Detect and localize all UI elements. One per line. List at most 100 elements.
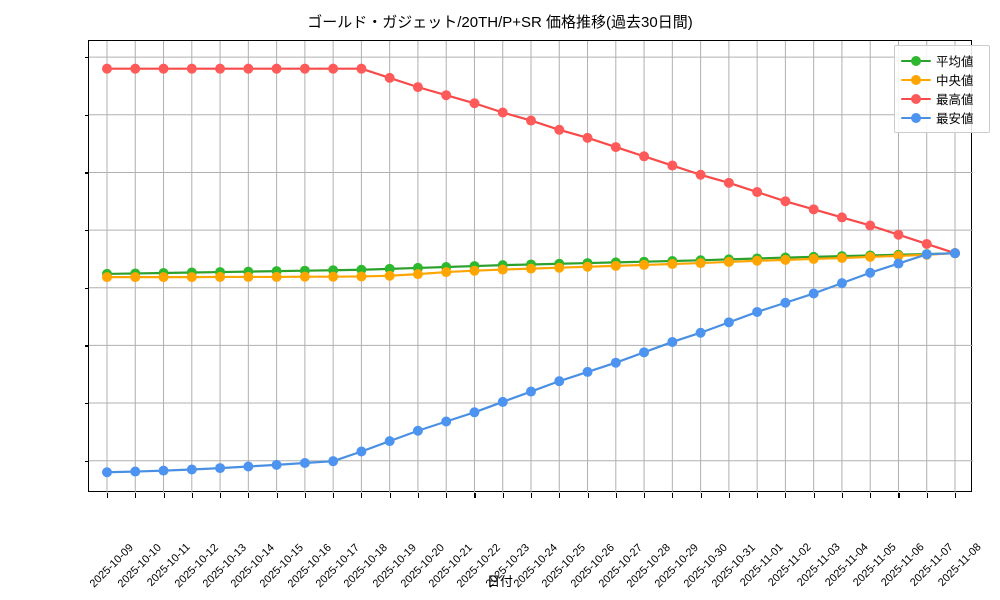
data-point-marker (667, 336, 678, 347)
x-axis-tick-mark (672, 493, 674, 498)
data-point-marker (102, 467, 112, 478)
data-point-marker (186, 272, 197, 283)
y-axis-label: 値 (円) (0, 176, 2, 296)
data-point-marker (610, 142, 621, 153)
data-point-marker (695, 258, 706, 269)
data-point-marker (271, 63, 282, 74)
y-axis-tick-mark (84, 230, 89, 232)
data-point-marker (554, 124, 565, 135)
x-axis-tick-mark (955, 493, 957, 498)
data-point-marker (328, 456, 339, 467)
y-axis-tick-mark (84, 287, 89, 289)
data-point-marker (836, 278, 847, 289)
data-point-marker (497, 396, 508, 407)
chart-legend: 平均値中央値最高値最安値 (894, 45, 990, 133)
data-point-marker (356, 271, 367, 282)
data-point-marker (243, 461, 254, 472)
legend-item-2[interactable]: 最高値 (901, 89, 983, 108)
data-point-marker (639, 347, 650, 358)
data-point-marker (950, 248, 960, 259)
data-point-marker (328, 63, 339, 74)
data-point-marker (695, 169, 706, 180)
x-axis-tick-mark (191, 493, 193, 498)
data-point-marker (158, 63, 169, 74)
legend-label: 最高値 (936, 93, 974, 107)
data-point-marker (808, 288, 819, 299)
data-point-marker (780, 196, 791, 207)
data-point-marker (356, 63, 367, 74)
legend-label: 平均値 (936, 55, 974, 69)
y-axis-tick-mark (84, 172, 89, 174)
data-point-marker (497, 264, 508, 275)
legend-item-0[interactable]: 平均値 (901, 51, 983, 70)
data-point-marker (384, 436, 395, 447)
data-point-marker (582, 366, 593, 377)
x-axis-tick-mark (728, 493, 730, 498)
data-point-marker (808, 204, 819, 215)
x-axis-tick-mark (898, 493, 900, 498)
data-point-marker (130, 466, 141, 477)
x-axis-tick-mark (785, 493, 787, 498)
data-point-marker (130, 272, 141, 283)
y-axis-tick-mark (84, 460, 89, 462)
x-axis-tick-mark (220, 493, 222, 498)
data-point-marker (723, 256, 734, 267)
legend-label: 最安値 (936, 112, 974, 126)
data-point-marker (215, 271, 226, 282)
series-markers (102, 63, 960, 478)
data-point-marker (299, 63, 310, 74)
x-axis-tick-mark (700, 493, 702, 498)
data-point-marker (384, 270, 395, 281)
data-point-marker (469, 407, 480, 418)
data-point-marker (299, 271, 310, 282)
data-point-marker (836, 253, 847, 264)
y-axis-tick-mark (84, 403, 89, 405)
data-point-marker (723, 317, 734, 328)
data-point-marker (243, 63, 254, 74)
data-point-marker (639, 151, 650, 162)
chart-title: ゴールド・ガジェット/20TH/P+SR 価格推移(過去30日間) (307, 14, 693, 31)
plot-area: 2025-10-09 2025-10-10 2025-10-11 2025-10-12… (84, 40, 984, 590)
x-axis-tick-mark (757, 493, 759, 498)
data-point-marker (780, 254, 791, 265)
data-point-marker (526, 263, 536, 274)
x-axis-tick-mark (813, 493, 815, 498)
legend-label: 中央値 (936, 74, 974, 88)
legend-item-3[interactable]: 最安値 (901, 108, 983, 127)
data-point-marker (780, 297, 791, 308)
data-point-marker (893, 229, 904, 240)
legend-swatch-icon (901, 92, 931, 106)
x-axis-tick-mark (841, 493, 844, 498)
plot-svg (89, 41, 973, 493)
legend-swatch-icon (901, 73, 931, 87)
y-axis-tick-mark (84, 57, 89, 59)
data-point-marker (610, 260, 621, 271)
data-point-marker (412, 269, 423, 280)
data-point-marker (865, 267, 876, 278)
data-point-marker (497, 107, 508, 118)
data-point-marker (610, 357, 621, 368)
data-point-marker (921, 249, 932, 260)
data-point-marker (102, 272, 112, 283)
data-point-marker (384, 72, 395, 83)
x-axis-tick-mark (926, 493, 928, 498)
x-axis-tick-mark (163, 493, 165, 498)
data-point-marker (130, 63, 141, 74)
data-point-marker (158, 465, 169, 476)
data-point-marker (271, 271, 282, 282)
data-point-marker (752, 255, 763, 266)
data-point-marker (469, 265, 480, 276)
x-axis-label: 日付 (486, 574, 513, 589)
x-axis-tick-mark (615, 493, 617, 498)
data-point-marker (582, 132, 593, 143)
x-axis-tick-mark (870, 493, 872, 498)
data-point-marker (752, 306, 763, 317)
x-axis-tick-mark (304, 493, 306, 498)
x-axis-tick-mark (135, 493, 137, 498)
x-axis-tick-mark (587, 493, 589, 498)
legend-item-1[interactable]: 中央値 (901, 70, 983, 89)
data-point-marker (639, 259, 650, 270)
x-axis-tick-mark (276, 493, 278, 498)
data-point-marker (526, 386, 536, 397)
x-axis-tick-mark (559, 493, 561, 498)
